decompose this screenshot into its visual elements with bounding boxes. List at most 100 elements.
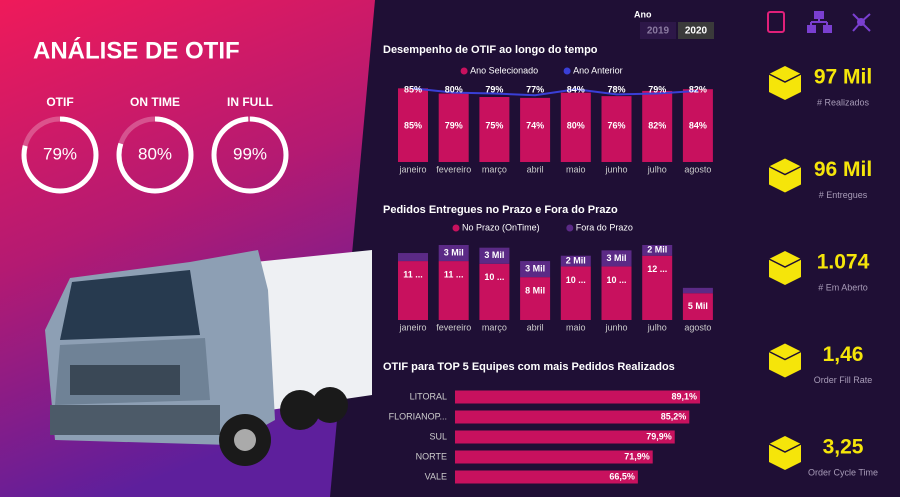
bar-segment — [642, 255, 673, 320]
line-label: 79% — [648, 84, 666, 94]
gauge-value: 79% — [43, 144, 77, 163]
y-tick-label: NORTE — [416, 451, 447, 461]
x-tick-label: janeiro — [398, 164, 426, 174]
line-label: 79% — [485, 84, 503, 94]
kpi-value: 1.074 — [817, 251, 870, 274]
bar — [682, 89, 713, 162]
bar-label: 79,9% — [646, 431, 672, 441]
legend-label: Ano Anterior — [573, 65, 623, 75]
kpi-icon-detail — [768, 165, 802, 176]
bar — [438, 93, 469, 162]
bar-label: 66,5% — [609, 471, 635, 481]
bar-label: 3 Mil — [484, 250, 504, 260]
gauge-value: 99% — [233, 144, 267, 163]
bar-segment — [398, 253, 428, 262]
bar-label: 3 Mil — [444, 247, 464, 257]
line-label: 85% — [404, 84, 422, 94]
kpi-value: 97 Mil — [814, 66, 872, 89]
legend-marker — [452, 224, 460, 232]
slicer-button[interactable] — [678, 22, 714, 39]
slicer-title: Ano — [634, 9, 652, 19]
line-label: 82% — [689, 84, 707, 94]
bar-segment — [560, 266, 591, 320]
legend-marker — [460, 67, 468, 75]
bar — [642, 90, 673, 162]
kpi-icon — [769, 343, 801, 378]
bar-segment — [479, 247, 510, 264]
bar-segment — [601, 250, 632, 267]
bar — [398, 88, 428, 162]
bar-label: 3 Mil — [525, 263, 545, 273]
kpi-label: Order Cycle Time — [808, 467, 878, 477]
x-tick-label: fevereiro — [436, 322, 471, 332]
bar-segment — [601, 266, 632, 320]
kpi-value: 3,25 — [823, 436, 864, 459]
kpi-icon-detail — [768, 350, 802, 361]
x-tick-label: maio — [566, 322, 586, 332]
slicer-button[interactable] — [640, 22, 676, 39]
line — [412, 87, 698, 97]
slicer-option[interactable]: 2020 — [685, 26, 708, 37]
legend-marker — [563, 67, 571, 75]
legend-label: Fora do Prazo — [576, 222, 633, 232]
x-tick-label: julho — [647, 322, 667, 332]
bar-label: 10 ... — [606, 275, 626, 285]
kpi-label: Order Fill Rate — [814, 375, 873, 385]
x-tick-label: abril — [527, 322, 544, 332]
x-tick-label: junho — [604, 164, 627, 174]
line-label: 78% — [607, 84, 625, 94]
bar-label: 71,9% — [624, 451, 650, 461]
x-tick-label: agosto — [684, 164, 711, 174]
bar — [479, 97, 510, 162]
gauge-value: 80% — [138, 144, 172, 163]
network-icon[interactable] — [852, 13, 871, 32]
truck-image — [45, 250, 372, 466]
bar-label: 11 ... — [444, 269, 464, 279]
y-tick-label: LITORAL — [410, 391, 447, 401]
bar-segment — [398, 261, 428, 320]
kpi-label: # Realizados — [817, 97, 870, 107]
x-tick-label: junho — [604, 322, 627, 332]
kpi-icon — [769, 251, 801, 285]
kpi-icon-detail — [768, 258, 802, 268]
nav-icons[interactable] — [767, 11, 871, 33]
report-icon[interactable] — [767, 11, 785, 33]
bar-label: 89,1% — [671, 391, 697, 401]
kpi-icon — [769, 158, 801, 193]
kpi-value: 96 Mil — [814, 158, 872, 181]
bar-segment — [682, 287, 713, 294]
bar — [455, 450, 653, 464]
kpi-icon-detail — [768, 73, 802, 83]
kpi-label: # Em Aberto — [818, 282, 868, 292]
gauge-arc — [116, 116, 194, 194]
bar-label: 80% — [567, 120, 585, 130]
bar — [455, 470, 638, 484]
legend-marker — [566, 224, 574, 232]
x-tick-label: março — [482, 322, 507, 332]
x-tick-label: março — [482, 164, 507, 174]
x-tick-label: maio — [566, 164, 586, 174]
bar — [520, 97, 551, 162]
bar-label: 11 ... — [403, 269, 423, 279]
slicer-option[interactable]: 2019 — [647, 26, 670, 37]
kpi-icon-detail — [768, 443, 802, 453]
bar-label: 84% — [689, 120, 707, 130]
bar-label: 2 Mil — [566, 255, 586, 265]
bar — [560, 92, 591, 162]
gauge-label: OTIF — [46, 95, 73, 109]
kpi-icon — [769, 436, 801, 470]
bar-label: 2 Mil — [647, 245, 667, 255]
bar-segment — [520, 277, 551, 320]
gauge-label: ON TIME — [130, 95, 180, 109]
bar — [455, 390, 701, 404]
line-label: 77% — [526, 84, 544, 94]
hierarchy-icon[interactable] — [807, 11, 832, 33]
kpi-value: 1,46 — [823, 343, 864, 366]
bar — [455, 410, 690, 424]
bar-segment — [479, 263, 510, 320]
bar-label: 85,2% — [661, 411, 687, 421]
kpi-icon — [769, 66, 801, 100]
bar-segment — [560, 255, 591, 267]
